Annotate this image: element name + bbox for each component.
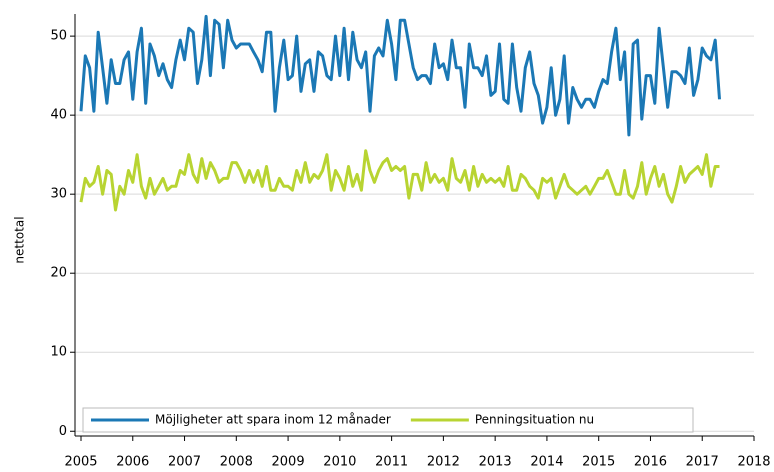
x-tick-label: 2008 <box>220 455 253 470</box>
x-tick-label: 2013 <box>479 455 512 470</box>
series-line <box>79 14 721 137</box>
series-line <box>79 149 720 212</box>
x-tick-label: 2011 <box>375 455 408 470</box>
legend-label: Möjligheter att spara inom 12 månader <box>155 413 391 427</box>
x-tick-label: 2012 <box>427 455 460 470</box>
y-tick-label: 50 <box>50 29 67 44</box>
legend: Möjligheter att spara inom 12 månader Pen… <box>82 407 694 433</box>
y-tick-label: 10 <box>50 345 67 360</box>
y-tick-label: 30 <box>50 187 67 202</box>
legend-box <box>82 407 694 433</box>
y-tick-label: 0 <box>59 424 67 439</box>
x-tick-label: 2017 <box>686 455 719 470</box>
x-tick-label: 2010 <box>323 455 356 470</box>
y-axis-label: nettotal <box>13 216 27 263</box>
x-tick-label: 2018 <box>737 455 770 470</box>
x-tick-label: 2009 <box>272 455 305 470</box>
x-tick-label: 2007 <box>168 455 201 470</box>
y-tick-label: 20 <box>50 266 67 281</box>
x-tick-label: 2014 <box>530 455 563 470</box>
x-tick-label: 2005 <box>64 455 97 470</box>
x-tick-label: 2006 <box>116 455 149 470</box>
y-tick-label: 40 <box>50 108 67 123</box>
x-tick-label: 2015 <box>582 455 615 470</box>
legend-label: Penningsituation nu <box>475 413 594 427</box>
x-tick-label: 2016 <box>634 455 667 470</box>
